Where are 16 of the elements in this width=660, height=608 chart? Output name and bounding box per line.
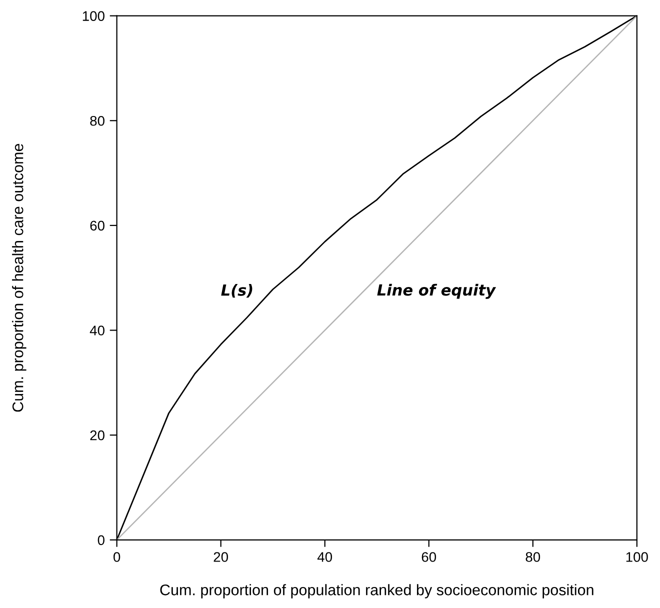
series-label: Line of equity [377, 284, 496, 299]
x-tick-label: 40 [317, 552, 332, 562]
y-tick-label: 60 [90, 220, 104, 231]
x-tick-label: 60 [422, 552, 436, 562]
x-tick-label: 100 [626, 552, 648, 562]
x-axis-title: Cum. proportion of population ranked by socioeconomic position [160, 584, 594, 598]
series-label: L(s) [221, 284, 252, 298]
x-tick-label: 20 [214, 552, 228, 562]
x-tick-label: 80 [526, 552, 540, 562]
y-tick-label: 0 [98, 535, 104, 546]
y-tick-label: 40 [90, 326, 104, 336]
y-tick-label: 100 [82, 11, 104, 21]
y-tick-label: 20 [90, 430, 104, 440]
y-axis-title: Cum. proportion of health care outcome [12, 144, 26, 412]
x-tick-label: 0 [114, 552, 120, 562]
y-tick-label: 80 [90, 116, 104, 126]
